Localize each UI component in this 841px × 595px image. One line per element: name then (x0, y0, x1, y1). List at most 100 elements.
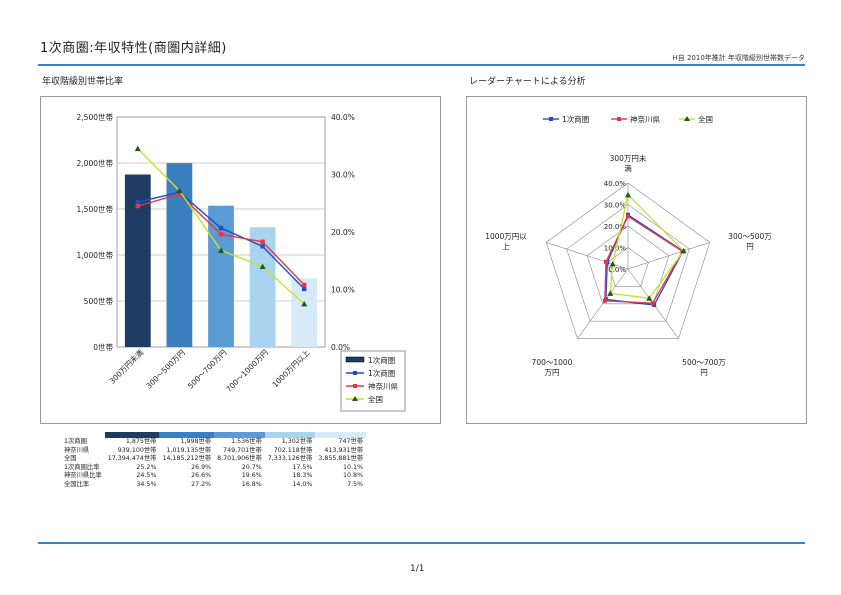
legend-marker (617, 117, 621, 121)
line-point (302, 282, 307, 288)
table-cell: 1,875世帯 (125, 438, 157, 445)
legend-label: 神奈川県 (630, 114, 660, 124)
category-label: 300～500万円 (144, 348, 187, 391)
table-cell: 702,118世帯 (273, 446, 313, 454)
radar-chart: 1次商圏 神奈川県 全国 0.0% 10.0% 20.0% 30.0% 40.0% 300万円未… (485, 114, 772, 377)
page-number: 1/1 (410, 564, 425, 574)
radar-series-3 (609, 193, 685, 299)
row-label: 全国比率 (64, 480, 90, 488)
line-point (218, 232, 224, 237)
right-axis-tick: 10.0% (331, 286, 355, 295)
radar-axis-label: 500～700万 (682, 358, 726, 367)
radar-point (680, 247, 687, 254)
line-point (176, 187, 183, 194)
table-cell: 26.9% (191, 463, 212, 471)
line-point (218, 225, 224, 231)
right-axis-tick: 40.0% (331, 113, 355, 122)
bar-chart-panel: 0世帯 500世帯 1,000世帯 1,500世帯 2,000世帯 2,500世帯 0.0%… (40, 96, 441, 424)
table-cell: 8,701,906世帯 (217, 455, 262, 463)
table-row: 1次商圏比率 25.2% 26.9% 20.7% 17.5% 10.1% (62, 464, 366, 473)
category-label: 700～1000万円 (224, 348, 270, 394)
radar-chart-title: レーダーチャートによる分析 (469, 77, 586, 87)
legend-marker (353, 384, 357, 388)
legend-marker (684, 116, 690, 121)
line-point (177, 191, 182, 197)
table-cell: 1,998世帯 (180, 438, 212, 445)
category-label: 500～700万円 (186, 348, 229, 391)
table-cell: 17.5% (292, 463, 313, 471)
radar-series-2 (604, 215, 684, 304)
table-color-bar (62, 432, 367, 438)
table-row: 全国比率 34.5% 27.2% 16.8% 14.0% 7.5% (62, 481, 366, 490)
radar-axis-label: 1000万円以 (485, 232, 527, 241)
radar-axis-label: 上 (502, 242, 510, 251)
table-row: 1次商圏 1,875世帯 1,998世帯 1,536世帯 1,302世帯 747世帯 (62, 438, 366, 447)
row-label: 全国 (64, 455, 77, 463)
table-cell: 413,931世帯 (324, 446, 364, 454)
table-color-swatch (104, 432, 160, 438)
legend-label: 全国 (698, 114, 713, 124)
table-cell: 26.6% (191, 472, 212, 480)
radar-point (626, 214, 630, 219)
header-note: H自 2010年推計 年収階級別世帯数データ (672, 54, 805, 62)
table-cell: 749,701世帯 (223, 446, 262, 454)
radar-axis-label: 700～1000 (532, 358, 573, 367)
data-table: 1次商圏 1,875世帯 1,998世帯 1,536世帯 1,302世帯 747世帯神奈川… (62, 432, 367, 490)
table-cell: 18.3% (292, 472, 313, 480)
line-point (259, 263, 266, 269)
line-point (301, 300, 308, 307)
row-label: 1次商圏 (64, 438, 87, 445)
table-cell: 10.1% (343, 463, 364, 471)
right-axis-tick: 20.0% (331, 228, 355, 237)
table-cell: 1,019,135世帯 (166, 446, 212, 454)
radar-point (607, 290, 614, 296)
left-axis-tick: 0世帯 (93, 342, 113, 352)
radar-axis-label: 300～500万 (728, 232, 772, 241)
radar-point (646, 295, 653, 301)
radar-spoke (627, 242, 710, 270)
table-cell: 34.5% (136, 480, 157, 488)
category-label: 1000万円以上 (271, 348, 312, 389)
table-cell: 1,302世帯 (281, 438, 313, 445)
row-label: 神奈川県比率 (64, 472, 102, 480)
line-point (135, 203, 140, 209)
table-cell: 19.6% (241, 472, 262, 480)
line-point (218, 247, 224, 253)
table-color-swatch (264, 432, 316, 438)
table-cell: 16.8% (241, 480, 262, 488)
table-cell: 25.2% (136, 463, 157, 471)
left-axis-tick: 2,000世帯 (77, 158, 114, 168)
bar-chart: 0世帯 500世帯 1,000世帯 1,500世帯 2,000世帯 2,500世帯 0.0%… (77, 112, 406, 412)
radar-grid-ring (566, 204, 690, 322)
top-rule (38, 64, 805, 66)
table-cell: 747世帯 (338, 438, 364, 445)
table-row: 神奈川県 939,100世帯 1,019,135世帯 749,701世帯 702,118… (62, 447, 366, 456)
table-cell: 1,536世帯 (231, 438, 262, 445)
left-axis-tick: 1,500世帯 (77, 204, 114, 214)
radar-axis-label: 満 (624, 164, 632, 173)
bottom-rule (38, 542, 805, 544)
left-axis-tick: 500世帯 (84, 296, 114, 306)
legend-label: 1次商圏 (368, 368, 395, 378)
radar-point (609, 261, 616, 267)
radar-axis-label: 円 (700, 368, 708, 377)
radar-point (602, 298, 607, 303)
table-cell: 10.8% (343, 472, 364, 480)
category-label: 300万円未満 (107, 347, 146, 386)
table-cell: 14.0% (292, 480, 313, 488)
row-label: 1次商圏比率 (64, 463, 100, 471)
table-color-swatch (214, 432, 265, 438)
radar-legend: 1次商圏 神奈川県 全国 (543, 114, 713, 124)
line-point (260, 244, 265, 249)
table-cell: 3,855,881世帯 (318, 455, 364, 463)
radar-point (625, 191, 631, 198)
table-cell: 24.5% (136, 472, 157, 480)
left-axis-tick: 1,000世帯 (77, 250, 114, 260)
row-label: 神奈川県 (64, 446, 90, 454)
table-cell: 17,394,474世帯 (107, 455, 157, 463)
radar-axis-label: 万円 (545, 368, 560, 377)
legend-marker (353, 371, 357, 375)
page-title: 1次商圏:年収特性(商圏内詳細) (40, 41, 227, 56)
table-cell: 939,100世帯 (117, 446, 157, 454)
legend-marker (352, 396, 358, 401)
